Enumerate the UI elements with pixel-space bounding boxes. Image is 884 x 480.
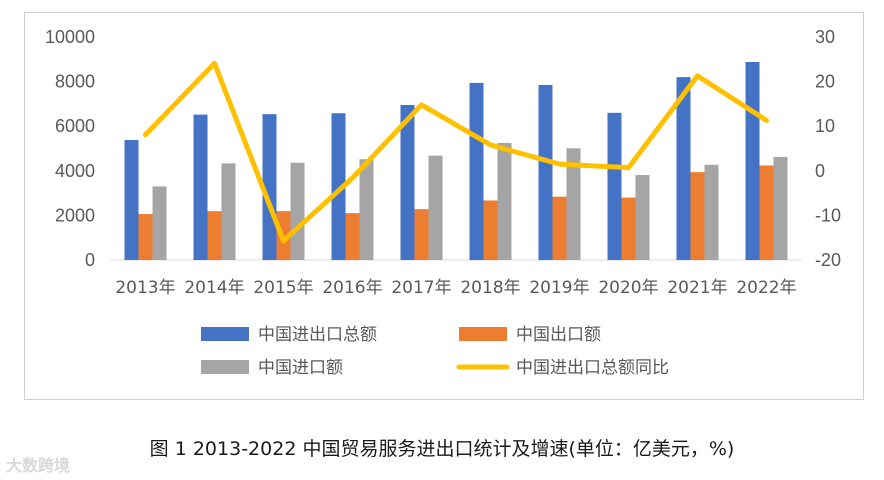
bar-中国进出口总额-2015年: [262, 114, 277, 261]
chart-svg: 0 2000 4000 6000 8000 10000 -20 -10 0 10 20 30 2013年…: [45, 27, 841, 378]
bar-中国进出口总额-2020年: [607, 112, 622, 260]
legend-swatch-中国进口额: [201, 360, 249, 374]
y-right-tick-label: -10: [815, 205, 841, 225]
bar-中国出口额-2022年: [759, 165, 774, 260]
bar-中国出口额-2016年: [345, 213, 360, 260]
y-left-tick-label: 6000: [55, 116, 95, 136]
bar-中国出口额-2020年: [621, 197, 636, 260]
y-left-tick-label: 4000: [55, 161, 95, 181]
bar-中国出口额-2021年: [690, 172, 705, 260]
bar-中国进口额-2013年: [152, 186, 167, 260]
x-tick-label: 2016年: [322, 278, 382, 298]
bar-中国进出口总额-2022年: [745, 61, 760, 261]
legend-swatch-中国出口额: [459, 327, 507, 341]
line-series-中国进出口总额同比: [143, 60, 769, 244]
bar-中国进出口总额-2019年: [538, 84, 553, 260]
bar-中国出口额-2014年: [207, 211, 222, 260]
x-tick-label: 2015年: [253, 278, 313, 298]
x-tick-label: 2017年: [391, 278, 451, 298]
bar-中国进口额-2016年: [359, 159, 374, 260]
legend-label: 中国进口额: [258, 358, 343, 378]
bar-中国进口额-2021年: [704, 164, 719, 260]
x-tick-label: 2019年: [529, 278, 589, 298]
bar-中国出口额-2018年: [483, 200, 498, 260]
bar-中国进口额-2018年: [497, 142, 512, 260]
y-right-tick-label: 20: [815, 72, 835, 92]
bar-中国进口额-2015年: [290, 162, 305, 260]
legend-label: 中国进出口总额同比: [516, 358, 669, 378]
chart-caption: 图 1 2013-2022 中国贸易服务进出口统计及增速(单位：亿美元，%): [149, 438, 735, 460]
bar-中国进口额-2017年: [428, 155, 443, 260]
y-right-tick-label: 10: [815, 116, 835, 136]
bar-中国进出口总额-2021年: [676, 77, 691, 260]
watermark-logo: 大数跨境: [6, 456, 71, 475]
x-tick-label: 2013年: [115, 278, 175, 298]
x-tick-label: 2018年: [460, 278, 520, 298]
y-left-tick-label: 8000: [55, 72, 95, 92]
bar-中国进出口总额-2016年: [331, 113, 346, 261]
y-left-tick-label: 2000: [55, 205, 95, 225]
bar-中国出口额-2019年: [552, 196, 567, 260]
x-tick-label: 2020年: [598, 278, 658, 298]
y-right-tick-label: -20: [815, 250, 841, 270]
x-tick-label: 2022年: [736, 278, 796, 298]
chart-frame: 0 2000 4000 6000 8000 10000 -20 -10 0 10 20 30 2013年…: [24, 12, 864, 400]
bar-中国进口额-2022年: [773, 156, 788, 260]
legend-label: 中国出口额: [516, 325, 601, 345]
bar-中国出口额-2013年: [138, 214, 153, 260]
x-tick-label: 2021年: [667, 278, 727, 298]
bar-中国进口额-2019年: [566, 148, 581, 260]
legend-swatch-中国进出口总额: [201, 327, 249, 341]
bar-中国进口额-2020年: [635, 175, 650, 260]
bar-中国进出口总额-2018年: [469, 82, 484, 260]
y-right-tick-label: 0: [815, 161, 825, 181]
y-left-tick-label: 10000: [45, 27, 95, 47]
bar-中国进出口总额-2017年: [400, 105, 415, 260]
y-right-tick-label: 30: [815, 27, 835, 47]
bar-中国进出口总额-2014年: [193, 114, 208, 260]
legend-label: 中国进出口总额: [258, 325, 377, 345]
x-tick-label: 2014年: [184, 278, 244, 298]
bar-中国进出口总额-2013年: [124, 140, 139, 260]
y-left-tick-label: 0: [85, 250, 95, 270]
bar-中国进口额-2014年: [221, 163, 236, 260]
bar-中国出口额-2017年: [414, 209, 429, 260]
